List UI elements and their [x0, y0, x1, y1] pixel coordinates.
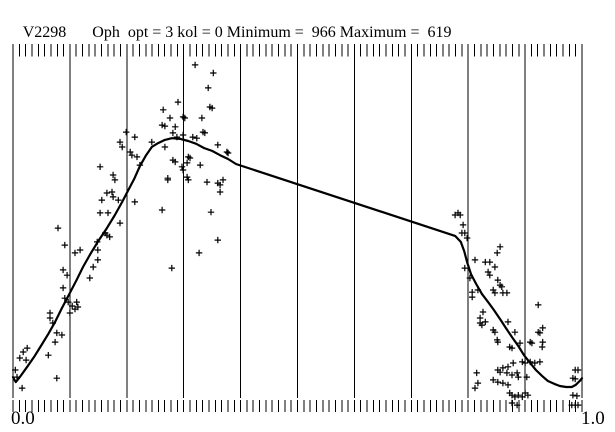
bottom-tick-comb — [12, 400, 583, 412]
mean-light-curve — [11, 137, 584, 389]
vertical-gridlines — [12, 44, 583, 398]
star-designation: V2298 — [22, 24, 67, 41]
title-parameters: Oph opt = 3 kol = 0 Minimum = 966 Maximu… — [92, 24, 452, 41]
top-tick-comb — [12, 44, 583, 57]
x-axis-min-label: 0.0 — [11, 408, 35, 429]
observation-points — [12, 61, 582, 409]
plot-title: V2298 Oph opt = 3 kol = 0 Minimum = 966 M… — [7, 6, 452, 60]
x-axis-max-label: 1.0 — [581, 408, 605, 429]
